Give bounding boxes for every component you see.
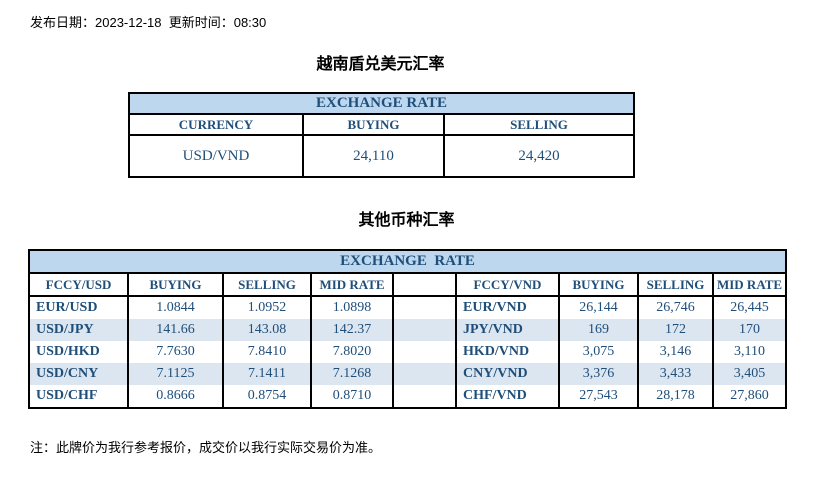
selling-rate-cell: 3,433 (637, 363, 714, 385)
buying-rate-cell: 1.0844 (127, 296, 224, 319)
other-currencies-section: 其他币种汇率 EXCHANGE RATE FCCY/USD BUYING SEL… (27, 210, 788, 409)
currency-pair-cell: USD/VND (128, 135, 304, 177)
selling-rate-cell: 7.1411 (222, 363, 312, 385)
selling-rate-cell: 24,420 (442, 135, 636, 177)
table-row: USD/VND 24,110 24,420 (128, 135, 636, 177)
mid-rate-cell: 26,445 (711, 296, 788, 319)
buying-rate-cell: 0.8666 (127, 385, 224, 408)
selling-rate-cell: 143.08 (222, 319, 312, 341)
table-merged-header-row: EXCHANGE RATE (127, 92, 636, 115)
selling-rate-cell: 26,746 (637, 296, 714, 319)
col-header-buying: BUYING (302, 113, 445, 136)
col-header-fccy-usd: FCCY/USD (28, 272, 129, 297)
mid-rate-cell: 1.0898 (310, 296, 394, 319)
buying-rate-cell: 7.1125 (127, 363, 224, 385)
col-header-selling-right: SELLING (637, 272, 714, 297)
currency-pair-cell: USD/HKD (28, 341, 129, 363)
other-currencies-section-title: 其他币种汇率 (358, 212, 455, 229)
col-header-buying-left: BUYING (127, 272, 224, 297)
currency-pair-cell: USD/JPY (28, 319, 129, 341)
col-header-selling-left: SELLING (222, 272, 312, 297)
table-column-header-row: FCCY/USD BUYING SELLING MID RATE FCCY/VN… (28, 272, 788, 297)
other-currencies-exchange-rate-table: EXCHANGE RATE FCCY/USD BUYING SELLING MI… (27, 249, 788, 409)
spacer-header-cell (392, 272, 457, 297)
spacer-cell (392, 385, 457, 408)
currency-pair-cell: CNY/VND (455, 363, 560, 385)
currency-pair-cell: JPY/VND (455, 319, 560, 341)
spacer-cell (392, 363, 457, 385)
currency-pair-cell: USD/CNY (28, 363, 129, 385)
selling-rate-cell: 7.8410 (222, 341, 312, 363)
spacer-cell (392, 319, 457, 341)
table-row: USD/JPY 141.66 143.08 142.37 JPY/VND 169… (28, 319, 788, 341)
col-header-currency: CURRENCY (128, 113, 304, 136)
selling-rate-cell: 0.8754 (222, 385, 312, 408)
mid-rate-cell: 27,860 (711, 385, 788, 408)
selling-rate-cell: 28,178 (637, 385, 714, 408)
col-header-selling: SELLING (442, 113, 636, 136)
currency-pair-cell: HKD/VND (455, 341, 560, 363)
buying-rate-cell: 141.66 (127, 319, 224, 341)
buying-rate-cell: 24,110 (302, 135, 445, 177)
spacer-cell (392, 341, 457, 363)
mid-rate-cell: 142.37 (310, 319, 394, 341)
table-title-cell: EXCHANGE RATE (27, 249, 788, 274)
buying-rate-cell: 27,543 (558, 385, 639, 408)
currency-pair-cell: CHF/VND (455, 385, 560, 408)
buying-rate-cell: 3,376 (558, 363, 639, 385)
table-row: USD/CNY 7.1125 7.1411 7.1268 CNY/VND 3,3… (28, 363, 788, 385)
table-column-header-row: CURRENCY BUYING SELLING (128, 113, 636, 136)
mid-rate-cell: 3,405 (711, 363, 788, 385)
usd-vnd-section-title: 越南盾兑美元汇率 (316, 56, 445, 73)
mid-rate-cell: 7.1268 (310, 363, 394, 385)
currency-pair-cell: EUR/USD (28, 296, 129, 319)
usd-vnd-section: 越南盾兑美元汇率 EXCHANGE RATE CURRENCY BUYING S… (127, 54, 636, 178)
col-header-midrate-right: MID RATE (711, 272, 788, 297)
disclaimer-note: 注：此牌价为我行参考报价，成交价以我行实际交易价为准。 (30, 440, 382, 455)
mid-rate-cell: 7.8020 (310, 341, 394, 363)
col-header-buying-right: BUYING (558, 272, 639, 297)
buying-rate-cell: 7.7630 (127, 341, 224, 363)
table-row: USD/CHF 0.8666 0.8754 0.8710 CHF/VND 27,… (28, 385, 788, 408)
spacer-cell (392, 296, 457, 319)
mid-rate-cell: 170 (711, 319, 788, 341)
selling-rate-cell: 172 (637, 319, 714, 341)
currency-pair-cell: USD/CHF (28, 385, 129, 408)
mid-rate-cell: 0.8710 (310, 385, 394, 408)
mid-rate-cell: 3,110 (711, 341, 788, 363)
buying-rate-cell: 169 (558, 319, 639, 341)
col-header-midrate-left: MID RATE (310, 272, 394, 297)
publish-dateline: 发布日期：2023-12-18 更新时间：08:30 (30, 15, 267, 30)
buying-rate-cell: 3,075 (558, 341, 639, 363)
table-row: EUR/USD 1.0844 1.0952 1.0898 EUR/VND 26,… (28, 296, 788, 319)
col-header-fccy-vnd: FCCY/VND (455, 272, 560, 297)
table-title-cell: EXCHANGE RATE (127, 92, 636, 115)
currency-pair-cell: EUR/VND (455, 296, 560, 319)
buying-rate-cell: 26,144 (558, 296, 639, 319)
usd-vnd-exchange-rate-table: EXCHANGE RATE CURRENCY BUYING SELLING US… (127, 92, 636, 178)
table-merged-header-row: EXCHANGE RATE (27, 249, 788, 274)
selling-rate-cell: 1.0952 (222, 296, 312, 319)
selling-rate-cell: 3,146 (637, 341, 714, 363)
table-row: USD/HKD 7.7630 7.8410 7.8020 HKD/VND 3,0… (28, 341, 788, 363)
